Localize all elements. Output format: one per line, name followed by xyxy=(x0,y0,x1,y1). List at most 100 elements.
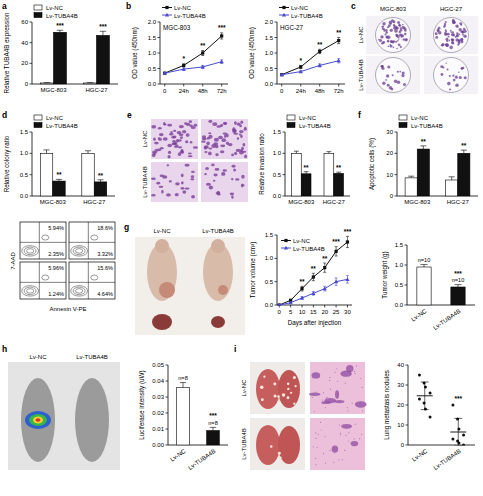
point xyxy=(323,266,326,269)
y-tick-label: 1.5 xyxy=(273,129,282,135)
nodule xyxy=(287,383,289,385)
error-cap xyxy=(449,176,455,177)
plot-marks xyxy=(41,30,110,84)
y-axis-title: Luciferase intensity (uW) xyxy=(138,370,146,439)
colony xyxy=(450,31,451,32)
y-tick xyxy=(30,196,33,197)
colony xyxy=(397,21,400,24)
x-tick-label: Lv-NC xyxy=(411,448,429,463)
lung xyxy=(256,425,280,465)
panel-letter: b xyxy=(126,1,131,11)
photo xyxy=(151,119,198,159)
colony xyxy=(401,74,404,77)
cell xyxy=(231,178,233,180)
y-tick xyxy=(166,429,169,430)
error-line xyxy=(213,427,214,430)
tissue xyxy=(324,436,325,437)
contour xyxy=(76,289,83,294)
plot-frame xyxy=(20,262,66,299)
y-tick-label: 0.5 xyxy=(265,279,274,285)
tissue xyxy=(315,394,316,395)
x-tick xyxy=(319,84,320,87)
point xyxy=(424,408,427,411)
error-cap xyxy=(294,151,299,152)
tissue xyxy=(342,459,343,460)
x-tick-label: 30 xyxy=(344,309,351,315)
x-tick xyxy=(281,84,282,87)
photo-label: Lv-TUBA4B xyxy=(202,228,234,234)
error-line xyxy=(463,150,464,153)
contour xyxy=(24,287,36,295)
bar xyxy=(207,431,220,445)
y-tick xyxy=(405,285,408,286)
cell xyxy=(234,121,237,125)
quadrant-percent: 15.6% xyxy=(97,265,113,271)
bar xyxy=(417,149,429,196)
bar xyxy=(324,153,334,196)
colony xyxy=(451,39,453,41)
significance: * xyxy=(299,57,302,64)
cell xyxy=(167,144,172,147)
tissue xyxy=(325,463,326,464)
colony xyxy=(400,27,402,29)
chart-panel: 0510152025300.00.51.01.5Tumor volume (cm… xyxy=(249,228,352,327)
error-bar xyxy=(335,247,338,256)
colony xyxy=(445,29,447,31)
x-tick-label: Lv-TUBA4B xyxy=(432,308,461,331)
y-tick xyxy=(283,132,286,133)
point xyxy=(334,279,338,283)
y-tick xyxy=(166,397,169,398)
sample-size: n=10 xyxy=(418,257,431,263)
cell xyxy=(161,190,164,194)
colony xyxy=(445,62,446,63)
chart-panel: Lv-NCLv-TUBA4B0.00.51.01.5Tumor weight (… xyxy=(381,242,475,331)
cell xyxy=(189,124,192,126)
point xyxy=(457,428,460,431)
colony xyxy=(455,76,458,79)
cell xyxy=(222,138,227,142)
error-bar xyxy=(220,33,223,39)
annotations: *** xyxy=(454,395,462,402)
nodule xyxy=(263,376,265,378)
quadrant-percent: 2.35% xyxy=(48,251,64,257)
quadrant-percent: 4.64% xyxy=(97,291,113,297)
line xyxy=(282,41,339,75)
y-axis-title: Relative invasion ratio xyxy=(258,133,265,195)
error-bar xyxy=(335,278,338,285)
tissue xyxy=(354,442,355,443)
tissue xyxy=(338,459,339,460)
error-bar xyxy=(337,59,340,63)
y-axis-title: Tumor weight (g) xyxy=(381,251,389,298)
cell xyxy=(208,152,212,156)
tissue xyxy=(336,368,337,369)
mouse-head xyxy=(155,239,169,253)
colony xyxy=(390,40,393,43)
contour xyxy=(22,246,39,256)
y-tick-label: 20 xyxy=(21,60,28,66)
annotations: ************ xyxy=(299,228,351,285)
y-tick xyxy=(395,196,398,197)
cell xyxy=(166,193,171,196)
cell xyxy=(235,178,239,180)
colony xyxy=(458,72,459,73)
legend-swatch xyxy=(34,5,42,10)
bar xyxy=(82,153,94,196)
row-label: Lv-NC xyxy=(241,379,247,397)
chart-panel: aMGC-803HGC-270204060Relative TUBA4B exp… xyxy=(2,1,118,94)
colony xyxy=(393,27,395,29)
y-tick xyxy=(283,196,286,197)
y-tick-label: 1.5 xyxy=(395,242,404,248)
significance: ** xyxy=(98,172,104,179)
significance: ** xyxy=(461,142,467,149)
plot-marks xyxy=(277,236,349,305)
cell xyxy=(194,124,198,127)
cell xyxy=(151,125,156,129)
y-tick xyxy=(166,445,169,446)
cell xyxy=(158,138,162,140)
bar xyxy=(97,35,110,84)
tissue xyxy=(316,391,317,392)
y-tick-label: 20 xyxy=(397,402,404,408)
y-tick-label: 1.0 xyxy=(395,262,404,268)
y-tick-label: 0 xyxy=(401,442,405,448)
colony xyxy=(382,41,385,44)
